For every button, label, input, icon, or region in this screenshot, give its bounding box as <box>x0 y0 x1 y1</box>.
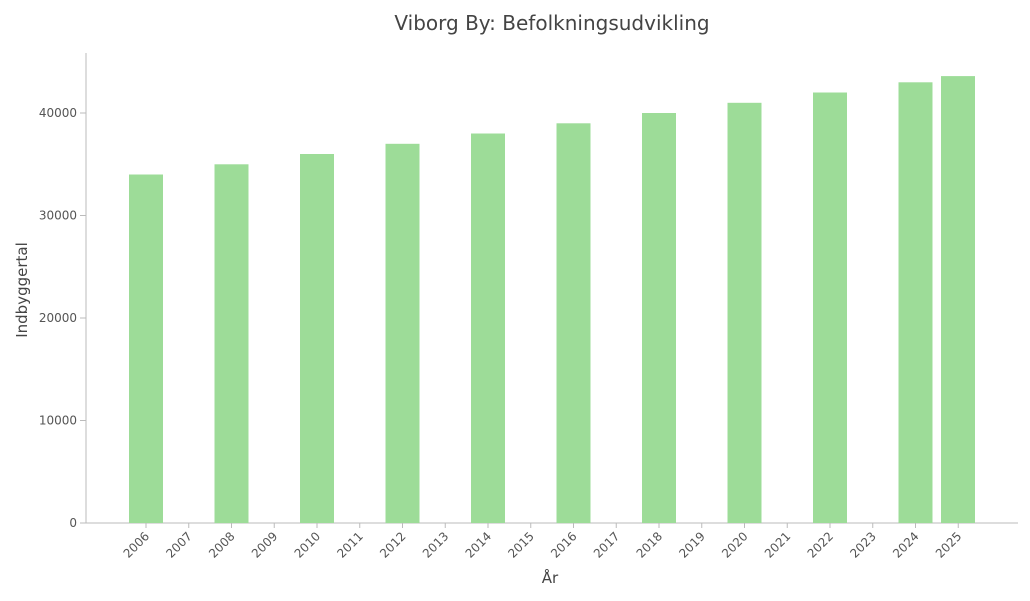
bar-2016 <box>556 123 591 524</box>
x-tick-label: 2013 <box>420 529 451 560</box>
x-axis-label: År <box>542 568 559 587</box>
x-tick-label: 2021 <box>762 529 793 560</box>
bar-2006 <box>129 174 163 523</box>
x-axis-ticks: 2006 2007 2008 2009 2010 2011 2012 2013 2014 2015… <box>121 523 964 561</box>
bar-2020 <box>727 102 762 524</box>
x-tick-label: 2015 <box>505 529 536 560</box>
x-tick-label: 2023 <box>847 529 878 560</box>
x-tick-label: 2016 <box>548 529 579 560</box>
x-tick-label: 2008 <box>206 529 237 560</box>
y-tick-label: 40000 <box>39 106 77 120</box>
bar-2008 <box>214 164 249 524</box>
x-tick-label: 2017 <box>591 529 622 560</box>
bar-series <box>129 76 975 524</box>
x-tick-label: 2012 <box>377 529 408 560</box>
x-tick-label: 2020 <box>719 529 750 560</box>
bar-2010 <box>300 154 334 523</box>
y-tick-label: 10000 <box>39 414 77 428</box>
x-tick-label: 2022 <box>805 529 836 560</box>
x-tick-label: 2019 <box>676 529 707 560</box>
x-tick-label: 2009 <box>249 529 280 560</box>
y-axis-ticks: 0 10000 20000 30000 40000 <box>39 106 86 530</box>
x-tick-label: 2025 <box>933 529 964 560</box>
bar-2014 <box>471 133 505 523</box>
bar-2012 <box>385 143 420 524</box>
bar-2022 <box>813 92 847 523</box>
x-tick-label: 2024 <box>890 529 921 560</box>
x-tick-label: 2011 <box>334 529 365 560</box>
bar-2025 <box>941 76 975 523</box>
x-tick-label: 2006 <box>121 529 152 560</box>
x-tick-label: 2010 <box>292 529 323 560</box>
y-tick-label: 0 <box>69 516 77 530</box>
y-axis-label: Indbyggertal <box>13 242 31 338</box>
y-tick-label: 20000 <box>39 311 77 325</box>
bar-2024 <box>898 82 933 524</box>
x-tick-label: 2014 <box>463 529 494 560</box>
bar-2018 <box>642 113 676 523</box>
x-tick-label: 2018 <box>634 529 665 560</box>
x-tick-label: 2007 <box>163 529 194 560</box>
y-tick-label: 30000 <box>39 209 77 223</box>
chart-title: Viborg By: Befolkningsudvikling <box>394 11 709 35</box>
